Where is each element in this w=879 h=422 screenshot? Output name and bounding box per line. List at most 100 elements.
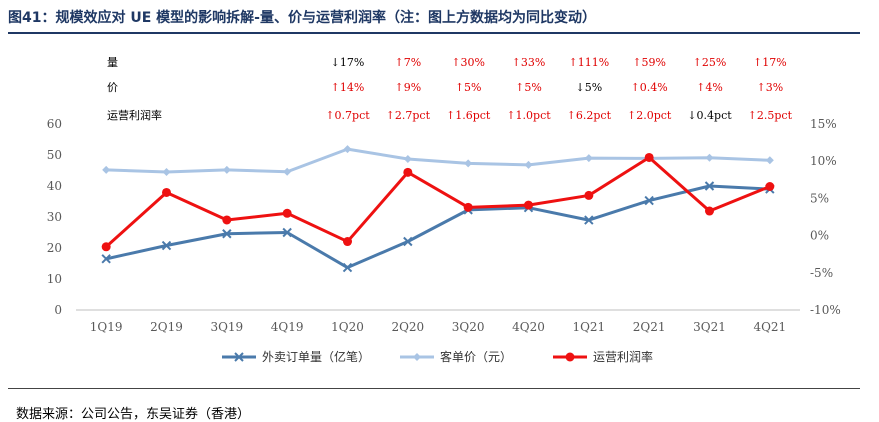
- series-line: [105, 155, 771, 248]
- annotation-cell: ↑0.7pct: [325, 109, 370, 122]
- annotation-cell: ↑25%: [693, 56, 727, 69]
- data-point: [584, 190, 594, 200]
- data-point: [765, 156, 774, 165]
- right-tick-label: -5%: [810, 266, 833, 280]
- series-lines: [101, 145, 775, 273]
- data-point: [463, 202, 473, 212]
- annotation-cell: ↑2.5pct: [748, 109, 793, 122]
- right-tick-label: 5%: [810, 191, 829, 205]
- left-tick-label: 10: [47, 272, 62, 286]
- annotation-cell: ↑7%: [394, 56, 421, 69]
- x-tick-label: 1Q21: [572, 320, 605, 334]
- data-point: [343, 237, 352, 247]
- annotation-cell: ↑14%: [331, 81, 365, 94]
- data-point: [464, 159, 473, 168]
- series-line: [105, 184, 770, 270]
- data-point: [222, 165, 231, 174]
- data-point: [584, 215, 594, 225]
- data-point: [282, 227, 292, 238]
- annotation-row-label: 价: [107, 81, 118, 94]
- annotation-cell: ↑4%: [696, 81, 723, 94]
- x-tick-label: 4Q21: [753, 320, 786, 334]
- annotation-cell: ↑2.7pct: [386, 109, 431, 122]
- data-point: [705, 206, 714, 216]
- annotation-cell: ↑0.4%: [631, 81, 668, 94]
- left-tick-label: 60: [47, 117, 62, 131]
- data-point: [644, 152, 654, 162]
- x-tick-label: 2Q20: [391, 320, 424, 334]
- data-point: [524, 200, 533, 210]
- right-tick-label: 10%: [810, 154, 837, 168]
- data-point: [403, 155, 412, 164]
- annotation-rows: 量 ↓17% ↑7% ↑30% ↑33% ↑111% ↑59% ↑25% ↑17% 价 ↑14% ↑9…: [107, 56, 793, 122]
- x-tick-label: 4Q20: [512, 320, 545, 334]
- annotation-cell: ↑111%: [568, 56, 609, 69]
- annotation-cell: ↑3%: [756, 81, 783, 94]
- legend: 外卖订单量（亿笔） 客单价（元） 运营利润率: [222, 349, 653, 364]
- data-point: [101, 254, 111, 264]
- x-tick-label: 4Q19: [271, 320, 304, 334]
- data-point: [343, 145, 352, 154]
- left-tick-label: 30: [47, 210, 62, 224]
- series-line: [106, 147, 770, 174]
- left-tick-label: 40: [47, 179, 62, 193]
- data-point: [101, 242, 111, 252]
- figure-title: 图41：规模效应对 UE 模型的影响拆解-量、价与运营利润率（注：图上方数据均为…: [8, 10, 596, 26]
- data-point: [403, 236, 413, 247]
- annotation-cell: ↑33%: [512, 56, 546, 69]
- data-point: [283, 167, 292, 176]
- data-point: [222, 229, 232, 239]
- right-tick-label: -10%: [810, 303, 841, 317]
- legend-label: 外卖订单量（亿笔）: [262, 349, 370, 364]
- left-tick-label: 50: [47, 148, 62, 162]
- annotation-cell: ↑59%: [632, 56, 666, 69]
- data-point: [342, 262, 353, 273]
- legend-label: 客单价（元）: [440, 349, 512, 364]
- data-point: [161, 240, 172, 251]
- x-tick-label: 2Q21: [633, 320, 666, 334]
- data-point: [584, 154, 593, 163]
- x-tick-label: 3Q20: [452, 320, 485, 334]
- data-point: [705, 153, 714, 162]
- axes: 0 10 20 30 40 50 60 -10% -5% 0% 5% 10% 15% 1Q19 2Q19 3Q…: [47, 117, 841, 334]
- left-tick-label: 0: [54, 303, 62, 317]
- data-point: [282, 208, 292, 218]
- annotation-cell: ↑1.6pct: [446, 109, 491, 122]
- data-point: [403, 167, 413, 177]
- right-tick-label: 15%: [810, 117, 837, 131]
- annotation-cell: ↑1.0pct: [506, 109, 551, 122]
- annotation-cell: ↑17%: [753, 56, 787, 69]
- data-point: [234, 352, 244, 362]
- data-point: [413, 353, 421, 361]
- data-point: [162, 168, 171, 177]
- annotation-cell: ↑9%: [394, 81, 421, 94]
- data-point: [102, 165, 111, 174]
- x-tick-label: 1Q19: [90, 320, 123, 334]
- data-point: [524, 160, 533, 169]
- title-rule: [8, 32, 860, 34]
- annotation-row-label: 运营利润率: [107, 108, 162, 122]
- right-tick-label: 0%: [810, 229, 829, 243]
- annotation-cell: ↑5%: [455, 81, 482, 94]
- annotation-cell: ↓17%: [331, 56, 365, 69]
- data-point: [565, 352, 575, 362]
- x-tick-label: 3Q21: [693, 320, 726, 334]
- bottom-rule: [8, 388, 860, 389]
- x-tick-label: 1Q20: [331, 320, 364, 334]
- annotation-cell: ↑2.0pct: [627, 109, 672, 122]
- annotation-cell: ↑5%: [515, 81, 542, 94]
- data-point: [765, 181, 775, 191]
- data-point: [222, 215, 232, 225]
- annotation-cell: ↓5%: [575, 81, 602, 94]
- data-point: [644, 195, 654, 206]
- annotation-row-label: 量: [107, 56, 118, 69]
- data-point: [704, 181, 715, 191]
- left-tick-label: 20: [47, 241, 62, 255]
- x-tick-label: 2Q19: [150, 320, 183, 334]
- annotation-cell: ↑6.2pct: [567, 109, 612, 122]
- annotation-cell: ↓0.4pct: [687, 109, 732, 122]
- line-chart: 量 ↓17% ↑7% ↑30% ↑33% ↑111% ↑59% ↑25% ↑17% 价 ↑14% ↑9…: [47, 56, 841, 364]
- data-point: [162, 187, 171, 197]
- source-note: 数据来源：公司公告，东吴证券（香港）: [16, 407, 251, 422]
- annotation-cell: ↑30%: [451, 56, 485, 69]
